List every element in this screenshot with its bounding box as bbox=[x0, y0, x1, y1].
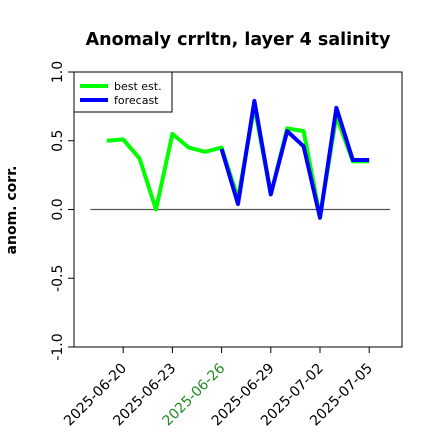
legend-label-forecast: forecast bbox=[114, 94, 159, 107]
chart-title: Anomaly crrltn, layer 4 salinity bbox=[86, 30, 391, 50]
y-tick-label: 0.5 bbox=[50, 130, 66, 152]
plot-area: -1.0-0.50.00.51.02025-06-202025-06-23202… bbox=[50, 61, 403, 429]
y-tick-label: -0.5 bbox=[50, 265, 66, 292]
y-axis-label: anom. corr. bbox=[4, 166, 20, 255]
y-tick-label: 0.0 bbox=[50, 198, 66, 220]
y-tick-label: -1.0 bbox=[50, 333, 66, 360]
series-line-forecast bbox=[219, 98, 370, 220]
legend-box bbox=[73, 71, 173, 113]
legend-label-best-est: best est. bbox=[114, 80, 162, 93]
y-tick-label: 1.0 bbox=[50, 61, 66, 83]
